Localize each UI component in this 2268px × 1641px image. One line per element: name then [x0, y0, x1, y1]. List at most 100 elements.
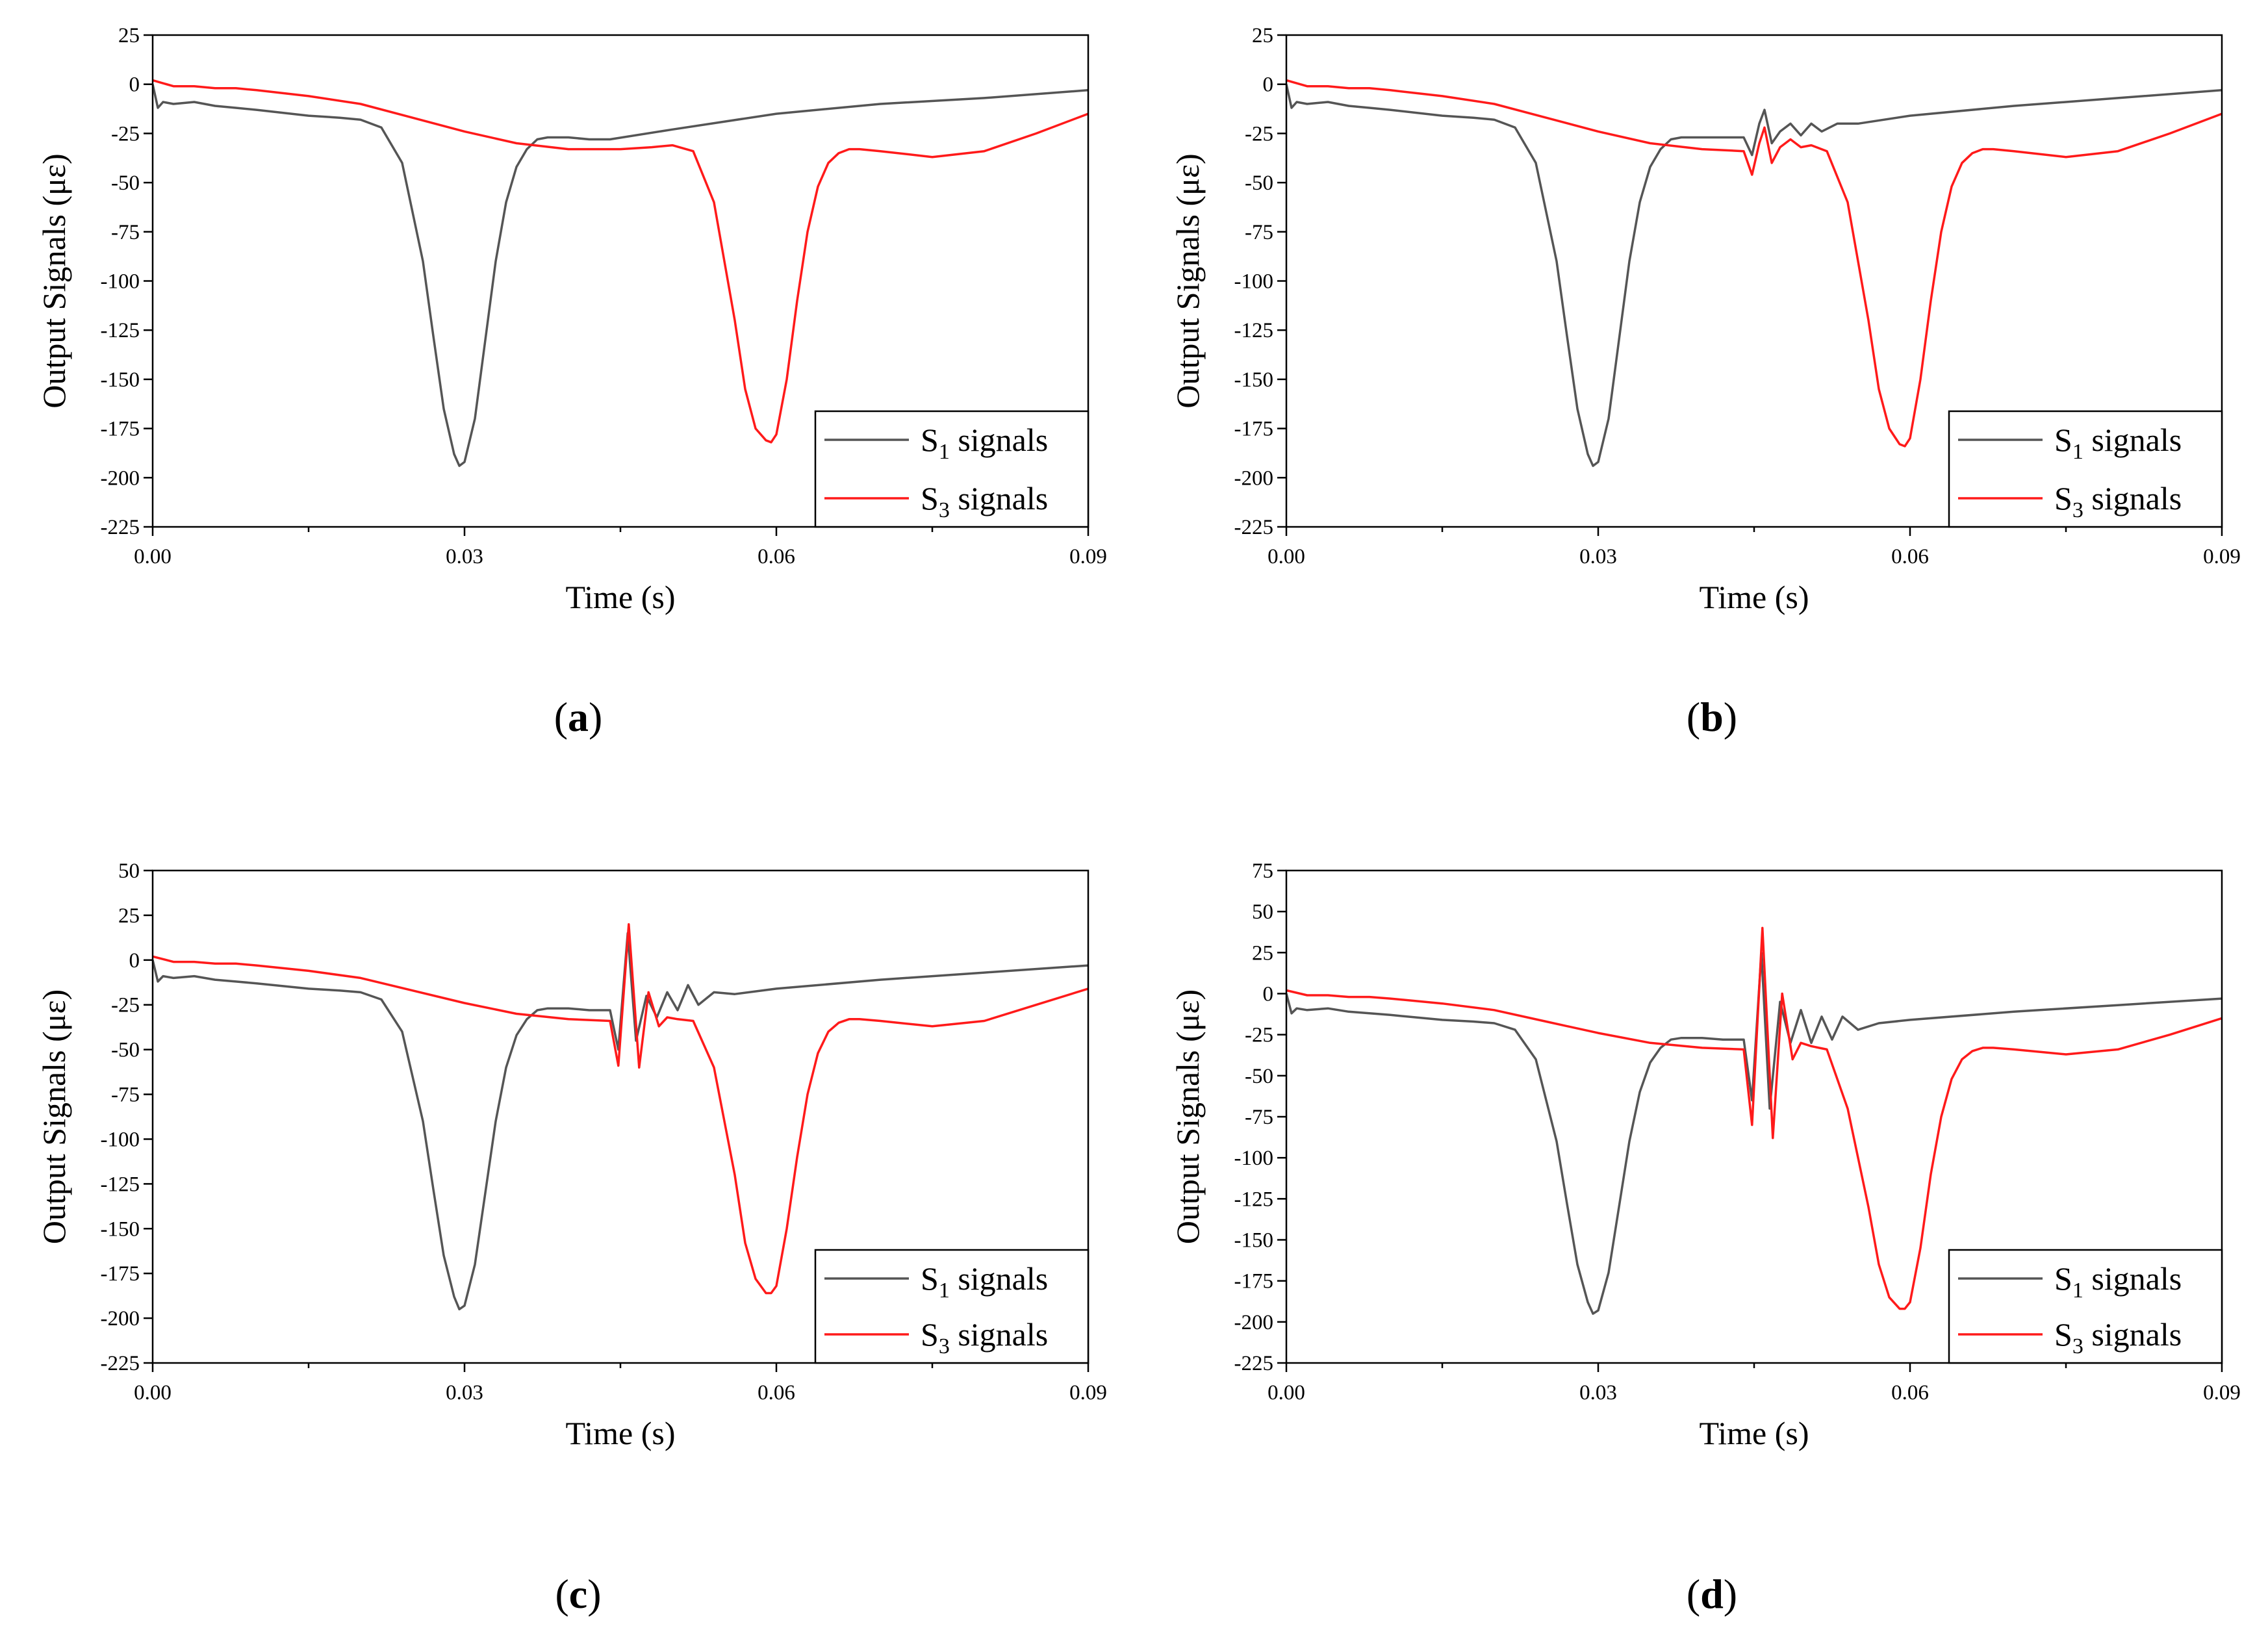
x-tick-label: 0.06: [758, 545, 795, 568]
legend-label-s1: S1 signals: [921, 422, 1048, 464]
y-tick-label: 50: [1252, 900, 1273, 924]
panel-label: (b): [1687, 694, 1737, 740]
y-tick-label: -175: [101, 1262, 140, 1286]
series-line-s3: [1286, 926, 2222, 1310]
y-tick-label: -125: [101, 319, 140, 342]
y-tick-label: -150: [1234, 1229, 1274, 1253]
y-tick-label: 75: [1252, 859, 1273, 883]
y-tick-label: -200: [1234, 466, 1274, 490]
y-tick-label: -100: [101, 270, 140, 294]
panel-label: (a): [554, 694, 603, 740]
series-line-s1: [153, 932, 1088, 1311]
legend-label-s1: S1 signals: [921, 1260, 1048, 1303]
x-tick-label: 0.03: [1579, 1381, 1617, 1405]
y-tick-label: -225: [1234, 516, 1274, 539]
y-tick-label: -150: [1234, 368, 1274, 392]
x-tick-label: 0.03: [446, 1381, 483, 1405]
y-tick-label: -200: [101, 466, 140, 490]
x-tick-label: 0.00: [1268, 1381, 1305, 1405]
y-tick-label: -100: [101, 1128, 140, 1151]
y-tick-label: -75: [111, 221, 140, 244]
series-line-s3: [153, 922, 1088, 1295]
y-tick-label: -50: [111, 1039, 140, 1062]
series-line-s1: [153, 84, 1088, 467]
x-axis-label: Time (s): [565, 1415, 675, 1451]
y-tick-label: 0: [129, 73, 140, 97]
y-axis-label: Output Signals (με): [36, 989, 72, 1244]
legend-box: [814, 410, 1089, 528]
y-tick-label: -175: [1234, 1270, 1274, 1293]
y-tick-label: 0: [1263, 73, 1274, 97]
x-tick-label: 0.06: [758, 1381, 795, 1405]
series-line-s1: [1286, 951, 2222, 1315]
y-tick-label: 25: [1252, 24, 1273, 47]
legend-label-s1: S1 signals: [2054, 1260, 2182, 1303]
chart-panel-b: 0.00 0.03 0.06 0.09 25 0 -25 -50 -75 -100 -125 -150…: [1169, 24, 2241, 740]
y-axis-label: Output Signals (με): [36, 153, 72, 408]
y-tick-label: -225: [101, 516, 140, 539]
y-tick-label: -75: [1245, 1106, 1273, 1129]
x-tick-label: 0.00: [134, 1381, 172, 1405]
y-tick-label: -175: [101, 418, 140, 441]
chart-panel-c: 0.00 0.03 0.06 0.09 50 25 0 -25 -50 -75 -100 -125 -1…: [36, 859, 1107, 1617]
legend-label-s3: S3 signals: [921, 480, 1048, 522]
y-tick-label: -50: [111, 172, 140, 195]
y-tick-label: -125: [1234, 1188, 1274, 1211]
x-axis-label: Time (s): [1699, 579, 1809, 615]
y-tick-label: -50: [1245, 1065, 1273, 1088]
panel-label: (c): [555, 1571, 601, 1617]
chart-panel-d: 0.00 0.03 0.06 0.09 75 50 25 0 -25 -50 -75 -100 -125…: [1169, 859, 2241, 1617]
y-tick-label: -25: [1245, 1024, 1273, 1047]
y-axis-label: Output Signals (με): [1169, 989, 1206, 1244]
y-tick-label: 25: [1252, 941, 1273, 965]
x-tick-label: 0.09: [2203, 1381, 2241, 1405]
y-tick-label: -225: [101, 1352, 140, 1375]
y-tick-label: -225: [1234, 1352, 1274, 1375]
y-tick-label: 50: [118, 859, 140, 883]
legend-label-s1: S1 signals: [2054, 422, 2182, 464]
x-tick-label: 0.09: [1069, 545, 1107, 568]
y-tick-label: -200: [1234, 1311, 1274, 1334]
x-tick-label: 0.03: [1579, 545, 1617, 568]
y-tick-label: -75: [111, 1084, 140, 1107]
y-tick-label: -125: [1234, 319, 1274, 342]
y-tick-label: 25: [118, 904, 140, 928]
series-line-s1: [1286, 84, 2222, 467]
legend-box: [1948, 410, 2223, 528]
x-axis-label: Time (s): [565, 579, 675, 615]
y-tick-label: 0: [129, 949, 140, 973]
x-tick-label: 0.03: [446, 545, 483, 568]
x-tick-label: 0.09: [2203, 545, 2241, 568]
x-tick-label: 0.09: [1069, 1381, 1107, 1405]
y-tick-label: 0: [1263, 983, 1274, 1006]
y-tick-label: -50: [1245, 172, 1273, 195]
y-tick-label: -25: [1245, 122, 1273, 146]
series-line-s3: [1286, 79, 2222, 448]
panel-label: (d): [1687, 1571, 1737, 1617]
x-tick-label: 0.06: [1891, 545, 1929, 568]
x-tick-label: 0.00: [1268, 545, 1305, 568]
y-tick-label: -200: [101, 1307, 140, 1330]
x-tick-label: 0.00: [134, 545, 172, 568]
y-tick-label: -100: [1234, 1147, 1274, 1170]
y-tick-label: -125: [101, 1173, 140, 1196]
legend: S1 signals S3 signals: [1948, 410, 2223, 528]
legend-box: [814, 1249, 1089, 1364]
x-axis-label: Time (s): [1699, 1415, 1809, 1451]
y-tick-label: -175: [1234, 418, 1274, 441]
legend: S1 signals S3 signals: [814, 1249, 1089, 1364]
chart-panel-a: 0.00 0.03 0.06 0.09 25 0 -25 -50 -75 -100 -125 -150…: [36, 24, 1107, 740]
x-tick-label: 0.06: [1891, 1381, 1929, 1405]
y-tick-label: -75: [1245, 221, 1273, 244]
y-tick-label: -150: [101, 1217, 140, 1241]
y-tick-label: -25: [111, 122, 140, 146]
series-line-s3: [153, 79, 1088, 444]
y-axis-label: Output Signals (με): [1169, 153, 1206, 408]
y-tick-label: 25: [118, 24, 140, 47]
legend-label-s3: S3 signals: [2054, 480, 2182, 522]
legend-label-s3: S3 signals: [921, 1316, 1048, 1358]
legend: S1 signals S3 signals: [814, 410, 1089, 528]
legend: S1 signals S3 signals: [1948, 1249, 2223, 1364]
legend-label-s3: S3 signals: [2054, 1316, 2182, 1358]
